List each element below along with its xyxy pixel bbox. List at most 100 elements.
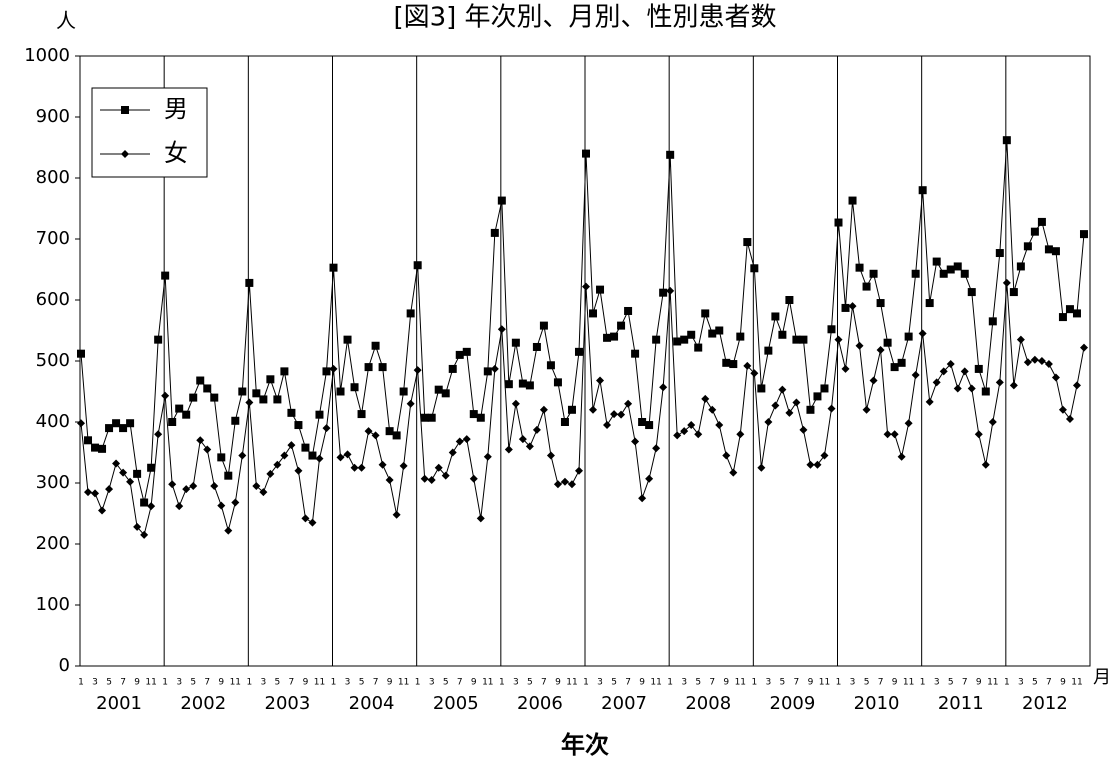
x-tick-label: 7 [794,678,800,688]
point [743,238,752,247]
point [701,309,710,318]
point [364,427,373,436]
point [77,349,85,358]
x-tick-label: 1 [162,678,168,688]
x-tick-label: 5 [275,678,281,688]
point [834,218,843,227]
point [834,335,843,344]
point [119,468,128,477]
point [147,463,156,472]
point [624,399,633,408]
point [1072,381,1081,390]
point [750,369,759,378]
point [371,431,380,440]
point [708,405,717,414]
point [441,389,450,398]
point [638,494,647,503]
point [126,477,135,486]
point [918,329,927,338]
x-tick-label: 1 [415,678,421,688]
point [1023,358,1032,367]
point [462,435,471,444]
point [729,360,738,369]
point [652,444,661,453]
point [890,430,899,439]
point [1051,373,1060,382]
point [785,408,794,417]
point [659,383,668,392]
point [666,150,675,159]
x-tick-label: 5 [864,678,870,688]
point [855,263,864,272]
point [294,466,303,475]
point [532,425,541,434]
point [995,378,1004,387]
point [189,393,198,402]
x-tick-label: 11 [566,678,577,688]
point [112,419,121,428]
point [855,341,864,350]
point [252,482,261,491]
x-tick-label: 5 [695,678,701,688]
x-tick-label: 5 [1032,678,1038,688]
point [217,501,226,510]
point [813,460,822,469]
point [1037,217,1046,226]
point [764,346,773,355]
point [175,502,184,511]
point [168,418,177,426]
x-tick-label: 11 [903,678,914,688]
point [638,418,647,426]
legend-label: 男 [164,95,188,123]
x-tick-label: 11 [650,678,661,688]
point [1058,313,1067,322]
point [673,337,682,346]
point [231,416,240,425]
point [995,249,1004,258]
x-tick-label: 3 [1018,678,1024,688]
year-label: 2002 [180,693,226,714]
point [259,488,268,497]
point [287,441,296,450]
point [771,312,780,321]
point [245,278,254,287]
point [413,261,422,270]
year-label: 2010 [854,693,900,714]
point [841,303,850,312]
point [1009,381,1018,390]
point [1065,305,1074,314]
y-tick-label: 800 [36,167,70,188]
point [231,498,240,507]
point [434,385,443,394]
point [687,421,696,430]
year-label: 2003 [265,693,311,714]
point [301,443,310,452]
point [848,302,857,311]
point [420,474,429,483]
x-tick-label: 7 [962,678,968,688]
point [757,384,766,393]
point [539,321,548,330]
point [939,269,948,278]
x-tick-label: 3 [92,678,98,688]
point [792,398,801,407]
point [567,405,576,414]
point [890,363,899,372]
point [406,399,415,408]
x-tick-label: 3 [260,678,266,688]
x-tick-label: 5 [780,678,786,688]
point [490,364,499,373]
point [210,482,219,491]
point [869,376,878,385]
point [876,346,885,355]
point [960,367,969,376]
y-tick-label: 600 [36,289,70,310]
point [624,306,633,315]
point [1009,288,1018,297]
point [238,387,247,396]
point [154,335,163,344]
x-tick-label: 5 [527,678,533,688]
point [1030,227,1039,236]
point [778,385,787,394]
